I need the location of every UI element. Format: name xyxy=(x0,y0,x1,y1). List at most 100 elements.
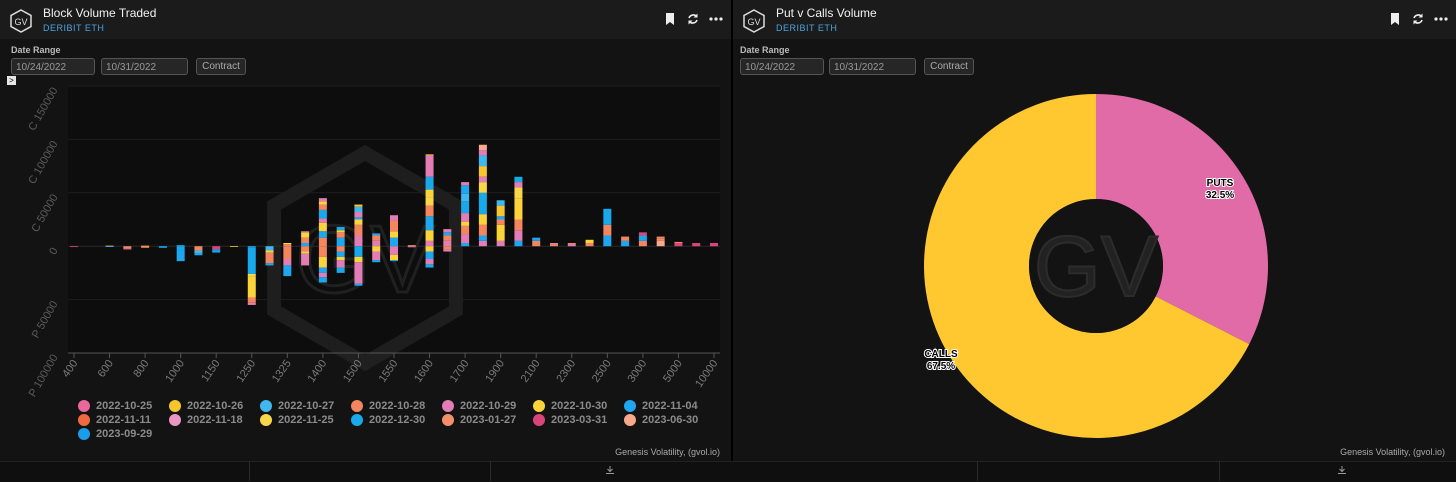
bar-segment-put[interactable] xyxy=(247,246,256,248)
bar-segment-call[interactable] xyxy=(301,232,310,238)
bar-segment-put[interactable] xyxy=(425,251,434,260)
bar-segment-put[interactable] xyxy=(301,246,310,252)
legend-item[interactable]: 2022-11-25 xyxy=(260,414,334,426)
bar-segment-call[interactable] xyxy=(407,245,416,247)
bar-segment-call[interactable] xyxy=(461,201,470,214)
bar-segment-put[interactable] xyxy=(176,246,185,251)
bar-segment-call[interactable] xyxy=(638,240,647,247)
bar-segment-put[interactable] xyxy=(336,246,345,252)
slice-puts[interactable] xyxy=(1096,94,1268,345)
bar-segment-call[interactable] xyxy=(443,235,452,241)
bar-segment-call[interactable] xyxy=(550,242,558,245)
bar-segment-call[interactable] xyxy=(390,237,398,247)
legend-item[interactable]: 2022-11-18 xyxy=(169,414,243,426)
legend-item[interactable]: 2023-03-31 xyxy=(533,414,607,426)
legend-item[interactable]: 2022-12-30 xyxy=(351,414,425,426)
collapse-toggle-icon[interactable]: > xyxy=(7,76,16,85)
bar-segment-call[interactable] xyxy=(621,240,630,247)
bar-segment-put[interactable] xyxy=(318,277,327,283)
bar-segment-call[interactable] xyxy=(425,154,434,156)
start-date-input[interactable]: 10/24/2022 xyxy=(740,58,824,75)
bar-segment-put[interactable] xyxy=(194,246,203,251)
bar-segment-call[interactable] xyxy=(567,242,576,245)
bar-segment-put[interactable] xyxy=(372,246,381,252)
bar-segment-put[interactable] xyxy=(425,264,434,268)
contract-button[interactable]: Contract xyxy=(196,58,246,75)
bar-segment-call[interactable] xyxy=(532,240,541,247)
bar-segment-put[interactable] xyxy=(123,248,132,250)
bar-segment-call[interactable] xyxy=(354,224,363,236)
end-date-input[interactable]: 10/31/2022 xyxy=(101,58,188,75)
bar-segment-put[interactable] xyxy=(158,246,167,248)
bar-segment-put[interactable] xyxy=(265,246,274,251)
bar-segment-call[interactable] xyxy=(318,222,327,232)
bar-segment-call[interactable] xyxy=(710,242,718,247)
bar-segment-call[interactable] xyxy=(514,240,523,247)
bar-segment-call[interactable] xyxy=(318,209,327,219)
bar-segment-put[interactable] xyxy=(390,260,398,262)
bar-segment-put[interactable] xyxy=(354,246,363,257)
bar-segment-call[interactable] xyxy=(425,230,434,241)
bar-segment-call[interactable] xyxy=(514,182,523,188)
bar-segment-put[interactable] xyxy=(105,246,114,247)
bar-segment-call[interactable] xyxy=(461,242,470,247)
bar-segment-call[interactable] xyxy=(443,232,452,236)
bar-segment-call[interactable] xyxy=(478,224,487,236)
bar-segment-call[interactable] xyxy=(478,166,487,177)
bar-segment-call[interactable] xyxy=(425,216,434,231)
bar-segment-put[interactable] xyxy=(390,246,398,255)
bar-segment-call[interactable] xyxy=(656,236,665,239)
bar-segment-call[interactable] xyxy=(301,237,310,243)
legend-item[interactable]: 2022-10-25 xyxy=(78,400,152,412)
bar-segment-put[interactable] xyxy=(212,249,221,253)
refresh-icon[interactable] xyxy=(686,12,700,26)
bar-segment-call[interactable] xyxy=(141,245,150,247)
bar-segment-call[interactable] xyxy=(390,220,398,232)
bar-segment-call[interactable] xyxy=(656,240,665,247)
bar-segment-call[interactable] xyxy=(354,235,363,247)
bar-segment-call[interactable] xyxy=(621,236,630,241)
bar-segment-call[interactable] xyxy=(478,214,487,225)
bar-segment-put[interactable] xyxy=(372,251,381,261)
bar-segment-call[interactable] xyxy=(514,219,523,231)
bar-segment-call[interactable] xyxy=(336,232,345,238)
bookmark-icon[interactable] xyxy=(1388,12,1402,26)
more-icon[interactable] xyxy=(1434,12,1448,26)
bar-segment-call[interactable] xyxy=(674,242,683,247)
bar-segment-put[interactable] xyxy=(372,260,381,263)
bar-segment-put[interactable] xyxy=(283,265,292,277)
bar-segment-put[interactable] xyxy=(336,251,345,257)
bar-segment-call[interactable] xyxy=(656,238,665,241)
bar-segment-put[interactable] xyxy=(194,253,203,256)
bar-segment-put[interactable] xyxy=(318,256,327,268)
bar-segment-call[interactable] xyxy=(461,182,470,186)
bar-segment-call[interactable] xyxy=(567,244,576,247)
bar-segment-call[interactable] xyxy=(514,198,523,220)
bar-segment-call[interactable] xyxy=(318,231,327,238)
bar-segment-put[interactable] xyxy=(283,259,292,266)
bar-segment-call[interactable] xyxy=(318,237,327,247)
bar-segment-call[interactable] xyxy=(318,204,327,210)
download-icon[interactable] xyxy=(605,465,615,475)
bar-segment-put[interactable] xyxy=(123,246,132,249)
bar-segment-call[interactable] xyxy=(496,224,505,241)
bar-segment-call[interactable] xyxy=(532,237,541,241)
bar-segment-call[interactable] xyxy=(425,205,434,217)
bar-segment-call[interactable] xyxy=(496,200,505,206)
legend-item[interactable]: 2023-06-30 xyxy=(624,414,698,426)
bar-segment-call[interactable] xyxy=(514,176,523,183)
bar-segment-put[interactable] xyxy=(425,246,434,252)
bar-segment-call[interactable] xyxy=(425,155,434,177)
bar-segment-call[interactable] xyxy=(354,212,363,218)
bar-segment-call[interactable] xyxy=(425,189,434,198)
bar-segment-call[interactable] xyxy=(603,235,612,247)
bar-segment-call[interactable] xyxy=(461,221,470,226)
bar-segment-put[interactable] xyxy=(390,254,398,261)
bar-segment-call[interactable] xyxy=(105,245,114,247)
bar-segment-call[interactable] xyxy=(478,235,487,241)
bar-segment-call[interactable] xyxy=(603,224,612,236)
bar-segment-put[interactable] xyxy=(247,273,256,277)
bar-segment-call[interactable] xyxy=(318,201,327,205)
bar-segment-call[interactable] xyxy=(443,229,452,233)
legend-item[interactable]: 2022-10-26 xyxy=(169,400,243,412)
